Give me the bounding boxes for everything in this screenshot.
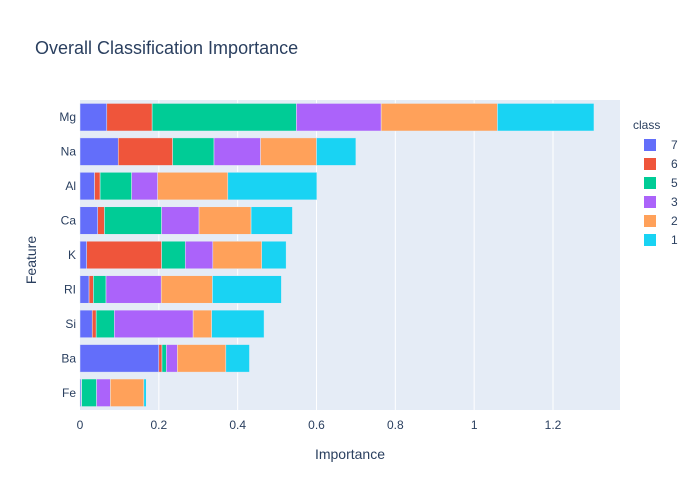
legend-item-class-5[interactable]: 5 (644, 176, 678, 190)
bar-al-class-7[interactable] (79, 172, 95, 201)
legend-label: 2 (671, 214, 678, 228)
bar-si-class-1[interactable] (211, 309, 265, 338)
bar-si-class-5[interactable] (95, 309, 115, 338)
legend-item-class-1[interactable]: 1 (644, 233, 678, 247)
bar-al-class-6[interactable] (94, 172, 101, 201)
bar-ba-class-7[interactable] (79, 344, 160, 373)
y-tick-label: Si (65, 317, 76, 331)
y-axis-ticks: Mg Na Al Ca K RI Si Ba Fe (59, 110, 76, 400)
legend-label: 7 (671, 138, 678, 152)
legend-title: class (633, 118, 660, 132)
legend-swatch (644, 177, 656, 189)
bar-si-class-3[interactable] (114, 309, 194, 338)
bar-al-class-2[interactable] (157, 172, 229, 201)
bar-fe-class-2[interactable] (110, 378, 145, 407)
bar-si-class-7[interactable] (79, 309, 93, 338)
y-tick-label: Na (61, 145, 77, 159)
legend-item-class-2[interactable]: 2 (644, 214, 678, 228)
bar-ca-class-1[interactable] (250, 206, 293, 235)
bar-ca-class-2[interactable] (198, 206, 252, 235)
legend-label: 6 (671, 157, 678, 171)
x-tick-label: 0.6 (308, 418, 325, 432)
x-axis-ticks: 0 0.2 0.4 0.6 0.8 1 1.2 (77, 418, 562, 432)
x-tick-label: 0.8 (387, 418, 404, 432)
bar-mg-class-5[interactable] (151, 103, 297, 132)
bar-na-class-7[interactable] (79, 137, 119, 166)
legend-label: 5 (671, 176, 678, 190)
y-axis-title: Feature (23, 236, 39, 284)
bar-al-class-5[interactable] (99, 172, 132, 201)
legend-swatch (644, 139, 656, 151)
y-tick-label: RI (64, 282, 76, 296)
legend-swatch (644, 215, 656, 227)
bar-ca-class-6[interactable] (97, 206, 105, 235)
bars (79, 103, 595, 407)
bar-na-class-2[interactable] (260, 137, 317, 166)
y-tick-label: Fe (62, 386, 76, 400)
legend-item-class-7[interactable]: 7 (644, 138, 678, 152)
x-tick-label: 0.4 (229, 418, 246, 432)
bar-mg-class-6[interactable] (106, 103, 153, 132)
chart-title: Overall Classification Importance (35, 38, 298, 58)
bar-mg-class-2[interactable] (380, 103, 498, 132)
bar-fe-class-1[interactable] (143, 378, 147, 407)
x-tick-label: 1.2 (545, 418, 562, 432)
legend-swatch (644, 158, 656, 170)
bar-ri-class-6[interactable] (88, 275, 94, 304)
legend-swatch (644, 196, 656, 208)
bar-mg-class-3[interactable] (296, 103, 382, 132)
bar-mg-class-7[interactable] (79, 103, 108, 132)
y-tick-label: Al (65, 179, 76, 193)
bar-k-class-2[interactable] (212, 240, 262, 270)
bar-ca-class-7[interactable] (79, 206, 98, 235)
legend-label: 3 (671, 195, 678, 209)
x-tick-label: 0.2 (150, 418, 167, 432)
bar-ri-class-2[interactable] (160, 275, 213, 304)
bar-ri-class-5[interactable] (93, 275, 107, 304)
bar-ca-class-3[interactable] (161, 206, 200, 235)
bar-k-class-1[interactable] (261, 240, 287, 270)
bar-k-class-3[interactable] (184, 240, 214, 270)
bar-ba-class-2[interactable] (177, 344, 227, 373)
bar-mg-class-1[interactable] (497, 103, 595, 132)
legend-item-class-3[interactable]: 3 (644, 195, 678, 209)
legend-swatch (644, 234, 656, 246)
bar-ba-class-5[interactable] (161, 344, 167, 373)
bar-fe-class-3[interactable] (96, 378, 111, 407)
bar-na-class-1[interactable] (316, 137, 357, 166)
bar-ri-class-3[interactable] (105, 275, 162, 304)
bar-na-class-5[interactable] (172, 137, 215, 166)
bar-si-class-2[interactable] (192, 309, 212, 338)
bar-al-class-3[interactable] (131, 172, 158, 201)
y-tick-label: Ba (61, 351, 76, 365)
legend-items[interactable]: 7 6 5 3 2 1 (644, 138, 678, 247)
y-tick-label: K (68, 248, 76, 262)
bar-na-class-3[interactable] (213, 137, 261, 166)
bar-k-class-6[interactable] (86, 240, 162, 270)
bar-ba-class-1[interactable] (225, 344, 250, 373)
bar-k-class-5[interactable] (161, 240, 186, 270)
x-axis-title: Importance (315, 446, 385, 462)
bar-na-class-6[interactable] (117, 137, 173, 166)
legend-item-class-6[interactable]: 6 (644, 157, 678, 171)
bar-al-class-1[interactable] (227, 172, 318, 201)
bar-si-class-6[interactable] (91, 309, 97, 338)
bar-ri-class-1[interactable] (212, 275, 282, 304)
bar-ri-class-7[interactable] (79, 275, 90, 304)
bar-ca-class-5[interactable] (104, 206, 162, 235)
bar-fe-class-5[interactable] (81, 378, 97, 407)
legend-label: 1 (671, 233, 678, 247)
legend[interactable]: class 7 6 5 3 2 1 (633, 118, 678, 247)
y-tick-label: Ca (61, 214, 77, 228)
bar-ba-class-6[interactable] (158, 344, 163, 373)
x-tick-label: 1 (471, 418, 478, 432)
bar-k-class-7[interactable] (79, 240, 87, 270)
bar-ba-class-3[interactable] (166, 344, 178, 373)
x-tick-label: 0 (77, 418, 84, 432)
y-tick-label: Mg (59, 110, 76, 124)
